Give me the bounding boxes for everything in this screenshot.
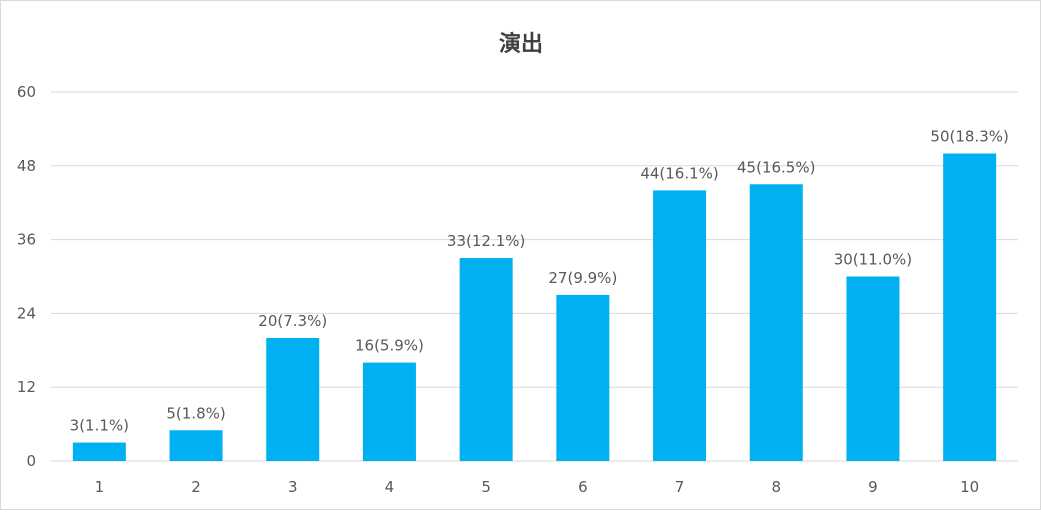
data-label: 3(1.1%) [70,417,129,435]
chart-title: 演出 [499,31,543,57]
x-tick-label: 10 [960,478,979,496]
x-tick-label: 6 [578,478,588,496]
x-tick-label: 5 [481,478,491,496]
data-label: 16(5.9%) [355,337,424,355]
bar [846,277,899,462]
y-tick-label: 0 [26,452,36,470]
x-tick-label: 3 [288,478,298,496]
bar [170,430,223,461]
data-label: 44(16.1%) [640,164,718,182]
x-tick-label: 2 [191,478,201,496]
y-tick-label: 36 [17,231,36,249]
x-tick-label: 4 [385,478,395,496]
y-tick-label: 48 [17,157,36,175]
bar [73,443,126,461]
data-label: 33(12.1%) [447,232,525,250]
data-label: 30(11.0%) [834,251,912,269]
data-label: 20(7.3%) [258,312,327,330]
bar [363,363,416,461]
bar [653,190,706,461]
y-tick-label: 60 [17,83,36,101]
x-tick-label: 7 [675,478,685,496]
x-tick-label: 9 [868,478,878,496]
y-tick-label: 12 [17,378,36,396]
x-tick-label: 8 [771,478,781,496]
bar [750,184,803,461]
bar [556,295,609,461]
bar [266,338,319,461]
y-tick-label: 24 [17,304,36,322]
bar [943,154,996,462]
data-label: 50(18.3%) [930,128,1008,146]
x-tick-label: 1 [95,478,105,496]
data-label: 5(1.8%) [166,404,225,422]
x-axis-ticks: 1 2 3 4 5 6 7 8 9 10 [95,478,980,496]
y-axis-ticks: 0 12 24 36 48 60 [17,83,36,470]
data-label: 45(16.5%) [737,158,815,176]
bar [460,258,513,461]
data-label: 27(9.9%) [548,269,617,287]
